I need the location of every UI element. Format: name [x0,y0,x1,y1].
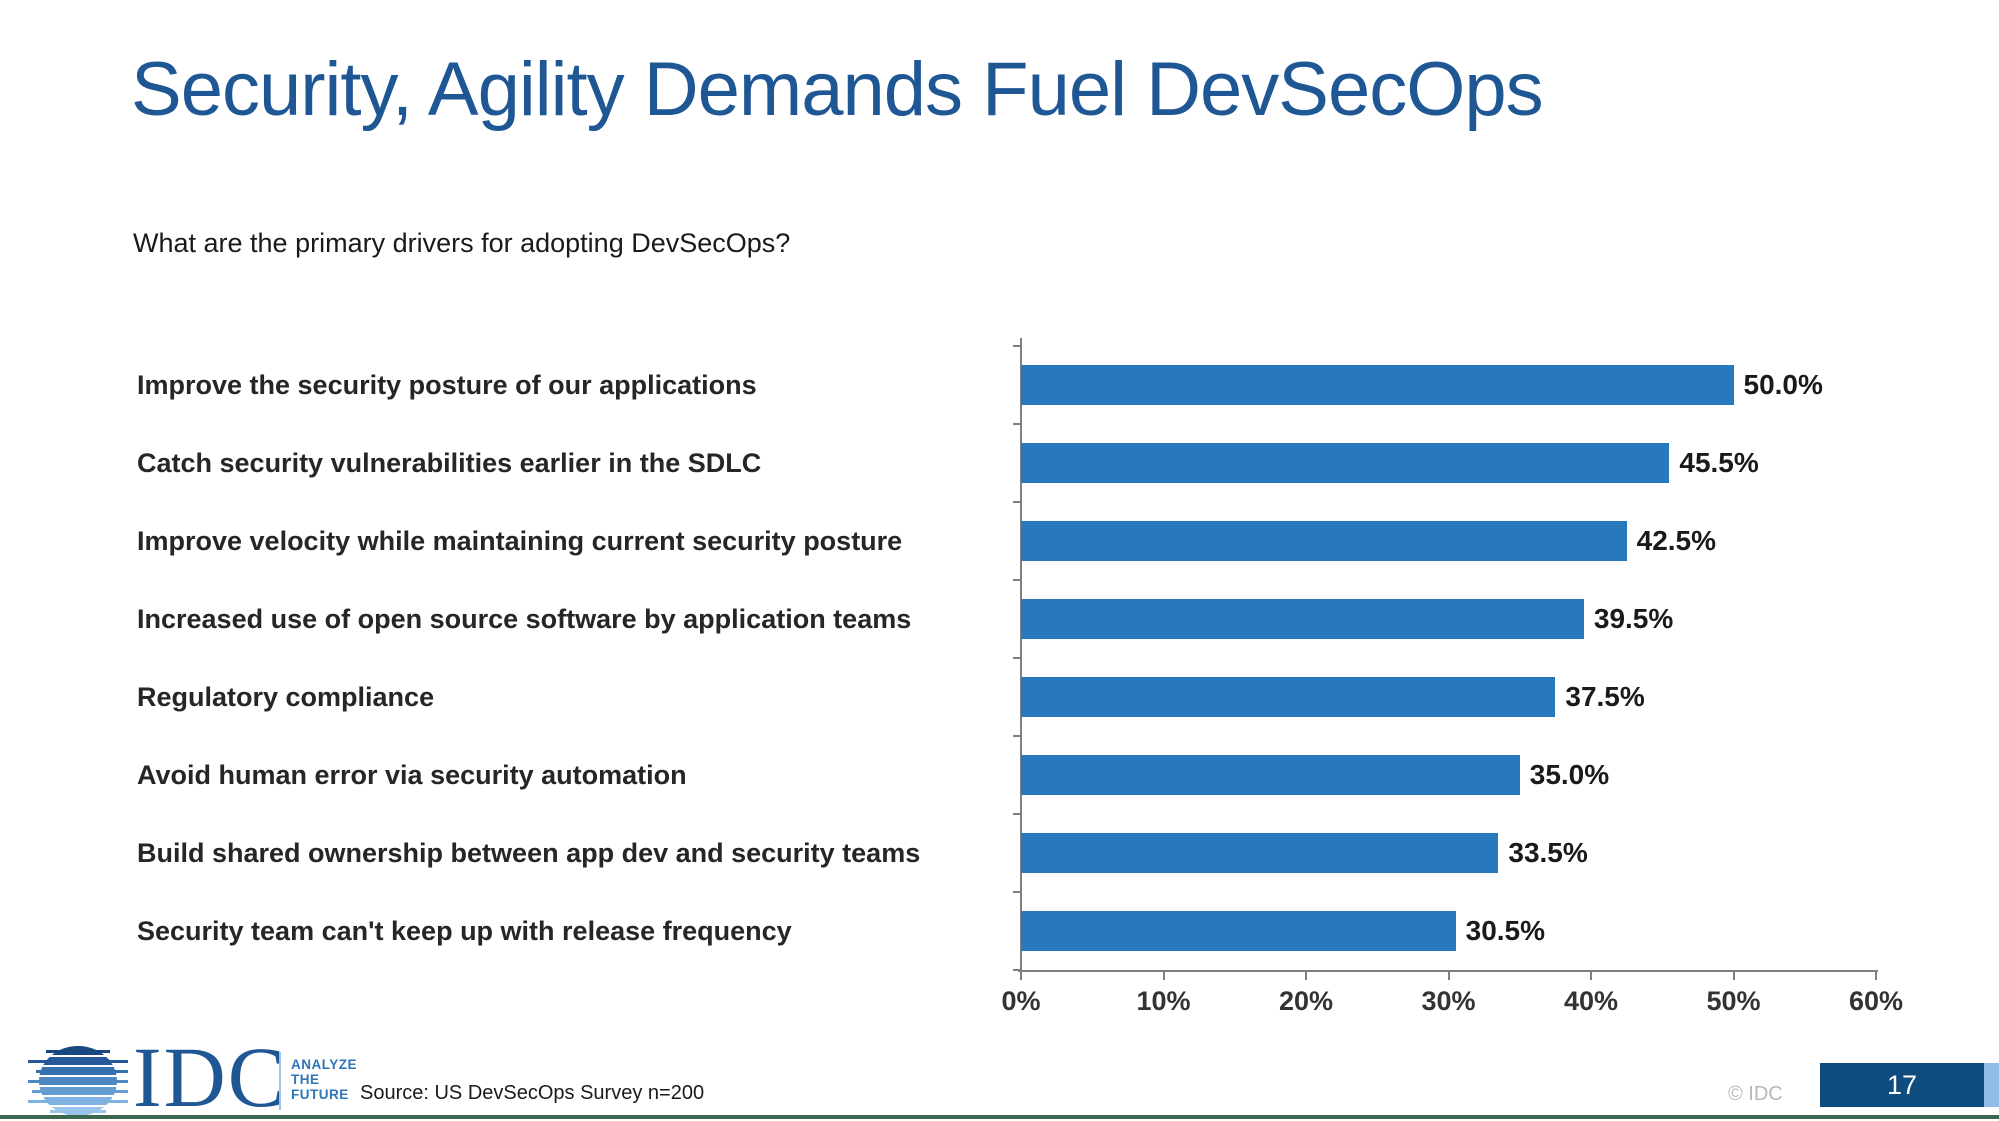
bar-chart: Improve the security posture of our appl… [137,338,1937,1016]
bar-row: Regulatory compliance 37.5% [137,658,1937,736]
page-number-badge: 17 [1820,1063,1984,1107]
x-axis-tick-label: 0% [1001,986,1041,1016]
x-axis-tick-label: 60% [1848,986,1904,1016]
x-axis-tick [1305,972,1307,980]
bar-row: Catch security vulnerabilities earlier i… [137,424,1937,502]
y-axis-tick [1013,657,1021,659]
value-label: 50.0% [1743,369,1823,400]
bar-row: Security team can't keep up with release… [137,892,1937,970]
bar [1021,443,1670,483]
bar-row: Avoid human error via security automatio… [137,736,1937,814]
category-label: Catch security vulnerabilities earlier i… [137,448,762,478]
value-label: 45.5% [1679,447,1759,478]
x-axis-tick [1590,972,1592,980]
tagline-line: THE [291,1072,320,1087]
category-label: Improve the security posture of our appl… [137,370,757,400]
x-axis-tick-label: 40% [1563,986,1619,1016]
category-label: Improve velocity while maintaining curre… [137,526,903,556]
bar-row: Build shared ownership between app dev a… [137,814,1937,892]
bar-row: Increased use of open source software by… [137,580,1937,658]
category-label: Avoid human error via security automatio… [137,760,687,790]
x-axis-tick [1162,972,1165,980]
y-axis-line [1020,338,1022,972]
logo-divider [279,1052,281,1110]
category-label: Increased use of open source software by… [137,604,912,634]
idc-tagline: ANALYZE THE FUTURE [291,1057,357,1102]
category-label: Build shared ownership between app dev a… [137,838,921,868]
value-label: 30.5% [1465,915,1546,946]
y-axis-tick [1013,735,1021,737]
page-number-strip [1984,1063,1999,1107]
bar-row: Improve the security posture of our appl… [137,346,1937,424]
x-axis-tick-label: 20% [1278,986,1334,1016]
x-axis-line [1018,970,1878,972]
bar [1021,911,1456,951]
bar-row: Improve velocity while maintaining curre… [137,502,1937,580]
y-axis-tick [1013,969,1021,971]
source-note: Source: US DevSecOps Survey n=200 [360,1082,705,1104]
copyright-label: © IDC [1728,1083,1783,1105]
x-axis-tick-label: 50% [1706,986,1761,1016]
bar [1021,599,1584,639]
idc-globe-icon [28,1046,128,1116]
category-label: Security team can't keep up with release… [137,916,792,946]
y-axis-tick [1013,345,1021,347]
value-label: 37.5% [1565,681,1645,712]
bar [1021,677,1556,717]
bar [1021,521,1627,561]
x-axis-tick [1875,972,1877,980]
globe-circle [39,1046,117,1116]
bottom-accent-line [0,1115,1999,1119]
x-axis-tick [1447,972,1450,980]
x-axis-tick [1732,972,1735,980]
value-label: 35.0% [1529,759,1610,790]
x-axis-tick-label: 30% [1421,986,1476,1016]
y-axis-tick [1013,891,1021,893]
tagline-line: ANALYZE [291,1057,358,1072]
bar [1021,833,1499,873]
slide-title: Security, Agility Demands Fuel DevSecOps [131,47,1544,132]
y-axis-tick [1013,813,1021,815]
survey-question: What are the primary drivers for adoptin… [133,228,791,258]
x-axis-tick [1020,972,1022,980]
y-axis-tick [1013,501,1021,503]
value-label: 39.5% [1593,603,1674,634]
idc-logo: IDC [133,1029,288,1121]
tagline-line: FUTURE [291,1087,349,1102]
x-axis-tick-label: 10% [1136,986,1191,1016]
value-label: 33.5% [1508,837,1588,868]
y-axis-tick [1013,579,1021,581]
category-label: Regulatory compliance [137,682,435,712]
bar [1021,365,1734,405]
y-axis-tick [1013,423,1021,425]
value-label: 42.5% [1636,525,1717,556]
bar [1021,755,1520,795]
